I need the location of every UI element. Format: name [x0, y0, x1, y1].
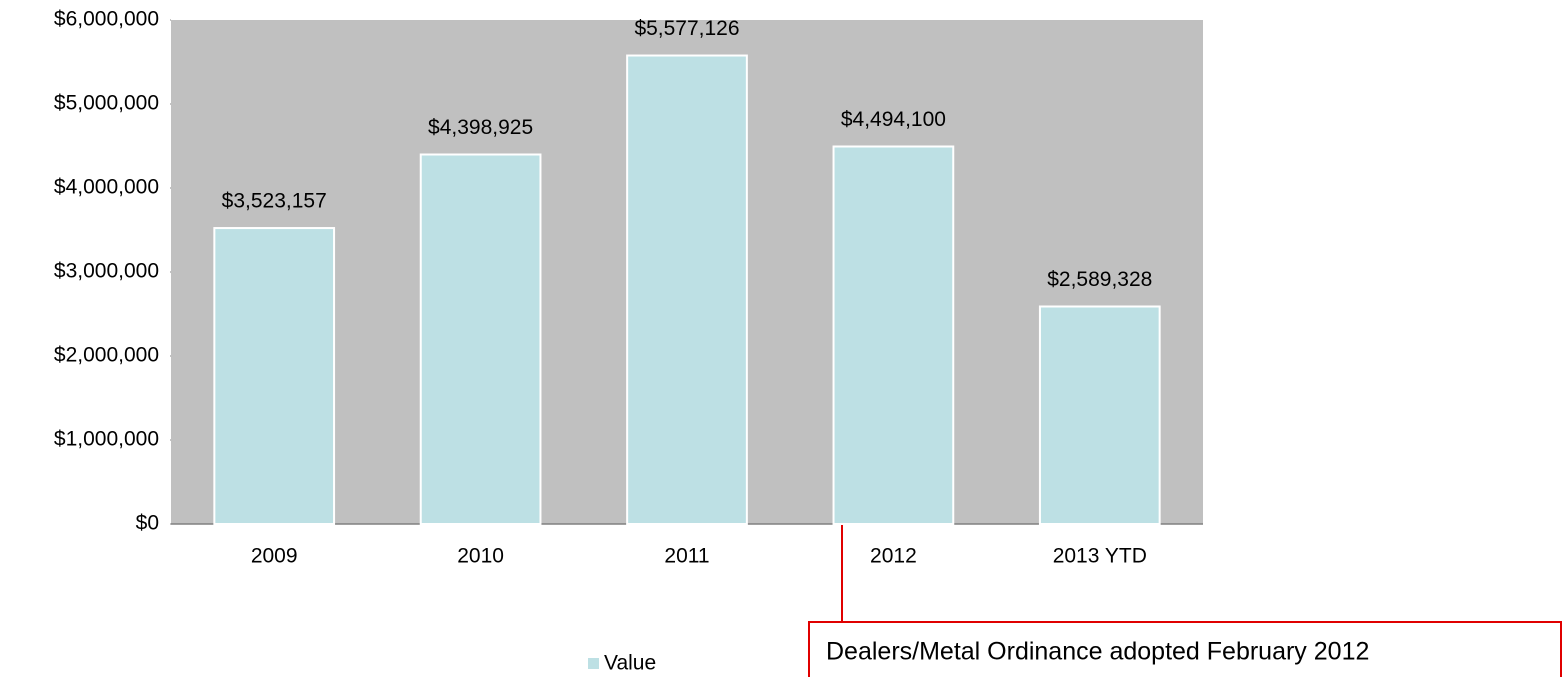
y-tick-label: $2,000,000	[54, 344, 159, 367]
bar	[419, 153, 542, 525]
bar	[626, 54, 748, 525]
data-label: $5,577,126	[634, 17, 739, 40]
y-tick-label: $5,000,000	[54, 92, 159, 115]
data-label: $4,494,100	[841, 108, 946, 131]
y-tick-label: $1,000,000	[54, 428, 159, 451]
annotation: Dealers/Metal Ordinance adopted February…	[826, 638, 1369, 666]
legend-swatch	[588, 658, 599, 669]
bar	[832, 145, 955, 525]
y-tick-label: $6,000,000	[54, 8, 159, 31]
legend-label: Value	[604, 652, 656, 675]
bar	[213, 227, 336, 525]
y-tick-label: $0	[136, 512, 159, 535]
y-tick-label: $3,000,000	[54, 260, 159, 283]
data-label: $4,398,925	[428, 116, 533, 139]
x-tick-label: 2010	[457, 545, 504, 568]
data-label: $2,589,328	[1047, 268, 1152, 291]
x-tick-label: 2011	[664, 545, 709, 568]
data-label: $3,523,157	[222, 190, 327, 213]
x-tick-label: 2012	[870, 545, 917, 568]
x-tick-label: 2013 YTD	[1053, 545, 1147, 568]
bar	[1038, 305, 1161, 526]
x-tick-label: 2009	[251, 545, 298, 568]
y-tick-label: $4,000,000	[54, 176, 159, 199]
annotation-box	[808, 621, 1562, 677]
